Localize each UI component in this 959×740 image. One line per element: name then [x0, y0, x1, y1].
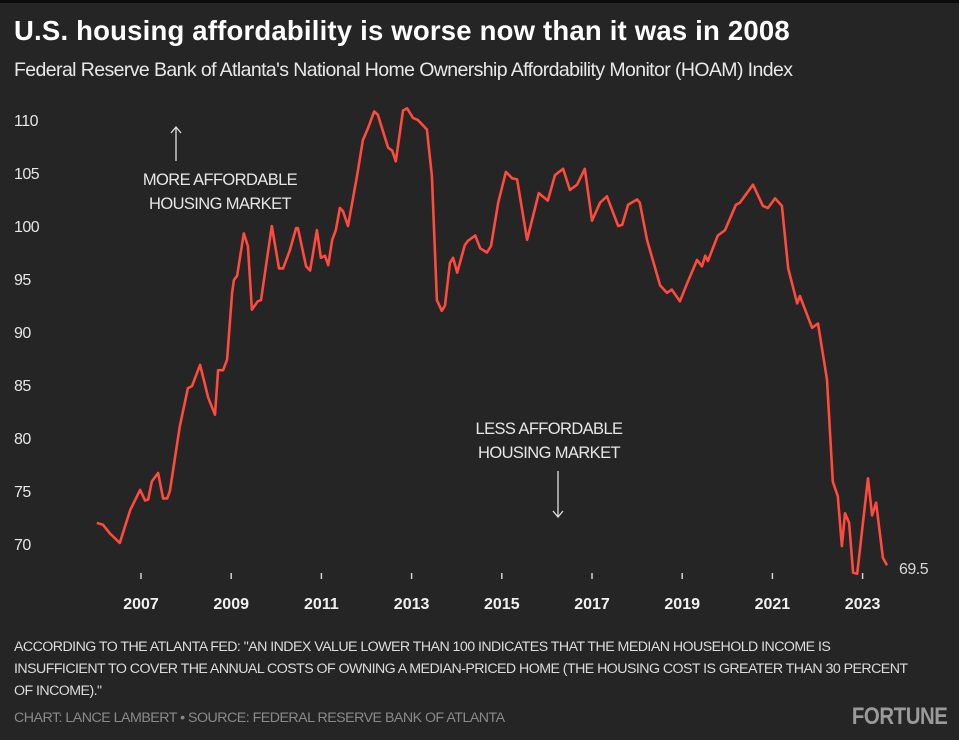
x-tick-label: 2013	[394, 596, 430, 613]
annotation-more-affordable: MORE AFFORDABLE	[143, 171, 298, 189]
x-tick-label: 2023	[845, 596, 881, 613]
fortune-logo: FORTUNE	[851, 703, 947, 730]
annotation-less-affordable: HOUSING MARKET	[478, 444, 620, 462]
annotation-more-affordable: HOUSING MARKET	[149, 195, 291, 213]
down-arrowhead-icon	[552, 510, 564, 519]
y-tick-label: 105	[14, 166, 40, 183]
line-chart: 70 75 80 85 90 95 100 105 110 2007 2009 2011 2013 201…	[14, 107, 929, 613]
y-tick-label: 90	[14, 325, 31, 342]
end-value-label: 69.5	[899, 561, 929, 578]
x-tick-label: 2011	[304, 596, 339, 613]
x-tick-label: 2021	[755, 596, 791, 613]
x-tick-label: 2009	[213, 596, 249, 613]
x-tick-label: 2017	[574, 596, 610, 613]
chart-subtitle: Federal Reserve Bank of Atlanta's Nation…	[14, 59, 793, 81]
y-tick-label: 75	[14, 484, 31, 501]
chart-title: U.S. housing affordability is worse now …	[14, 15, 790, 46]
source-credit: CHART: LANCE LAMBERT • SOURCE: FEDERAL R…	[14, 710, 505, 726]
x-tick-label: 2015	[484, 596, 520, 613]
y-tick-label: 95	[14, 272, 31, 289]
y-tick-label: 80	[14, 431, 31, 448]
y-tick-label: 110	[14, 113, 39, 130]
x-tick-label: 2007	[123, 596, 159, 613]
y-tick-label: 100	[14, 219, 40, 236]
annotation-less-affordable: LESS AFFORDABLE	[476, 420, 623, 438]
hoam-index-line	[96, 107, 889, 575]
up-arrowhead-icon	[170, 125, 182, 134]
footnote: ACCORDING TO THE ATLANTA FED: "AN INDEX …	[14, 639, 908, 699]
y-tick-label: 70	[14, 537, 31, 554]
x-tick-label: 2019	[664, 596, 700, 613]
y-tick-label: 85	[14, 378, 31, 395]
